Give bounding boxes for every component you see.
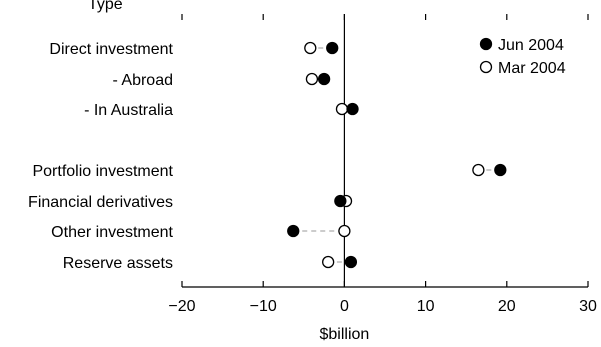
legend-label: Mar 2004	[498, 60, 566, 77]
category-label: - Abroad	[113, 72, 173, 89]
point-jun-2004	[494, 163, 507, 177]
plot-frame	[182, 14, 588, 288]
legend-marker	[479, 60, 493, 74]
point-mar-2004	[304, 41, 317, 55]
point-mar-2004	[305, 72, 319, 86]
x-tick-label: 0	[340, 298, 349, 315]
x-tick-label: −10	[250, 298, 277, 315]
category-label: - In Australia	[84, 102, 173, 119]
legend-marker	[479, 37, 493, 51]
point-mar-2004	[472, 163, 485, 177]
point-mar-2004	[322, 255, 335, 269]
point-jun-2004	[344, 255, 358, 269]
category-label: Portfolio investment	[32, 163, 173, 180]
category-label: Financial derivatives	[28, 194, 173, 211]
category-label: Direct investment	[49, 41, 173, 58]
point-jun-2004	[346, 102, 359, 116]
x-tick-label: 30	[579, 298, 597, 315]
x-axis-title: $billion	[319, 326, 369, 343]
point-jun-2004	[317, 72, 331, 86]
category-labels: Direct investment - Abroad - In Australia P…	[28, 41, 174, 272]
x-tick-label: −20	[168, 298, 195, 315]
x-axis-ticks: −20 −10 0 10 20 30	[168, 14, 597, 315]
legend: Jun 2004 Mar 2004	[479, 37, 566, 77]
point-mar-2004	[335, 102, 349, 116]
legend-label: Jun 2004	[498, 37, 564, 54]
point-jun-2004	[287, 224, 300, 238]
markers	[287, 41, 507, 269]
point-jun-2004	[334, 194, 347, 208]
chart-header-fragment: Type	[88, 0, 123, 13]
x-tick-label: 20	[498, 298, 516, 315]
point-mar-2004	[338, 224, 351, 238]
category-label: Other investment	[51, 224, 173, 241]
category-label: Reserve assets	[63, 255, 173, 272]
point-jun-2004	[326, 41, 339, 55]
x-tick-label: 10	[417, 298, 435, 315]
